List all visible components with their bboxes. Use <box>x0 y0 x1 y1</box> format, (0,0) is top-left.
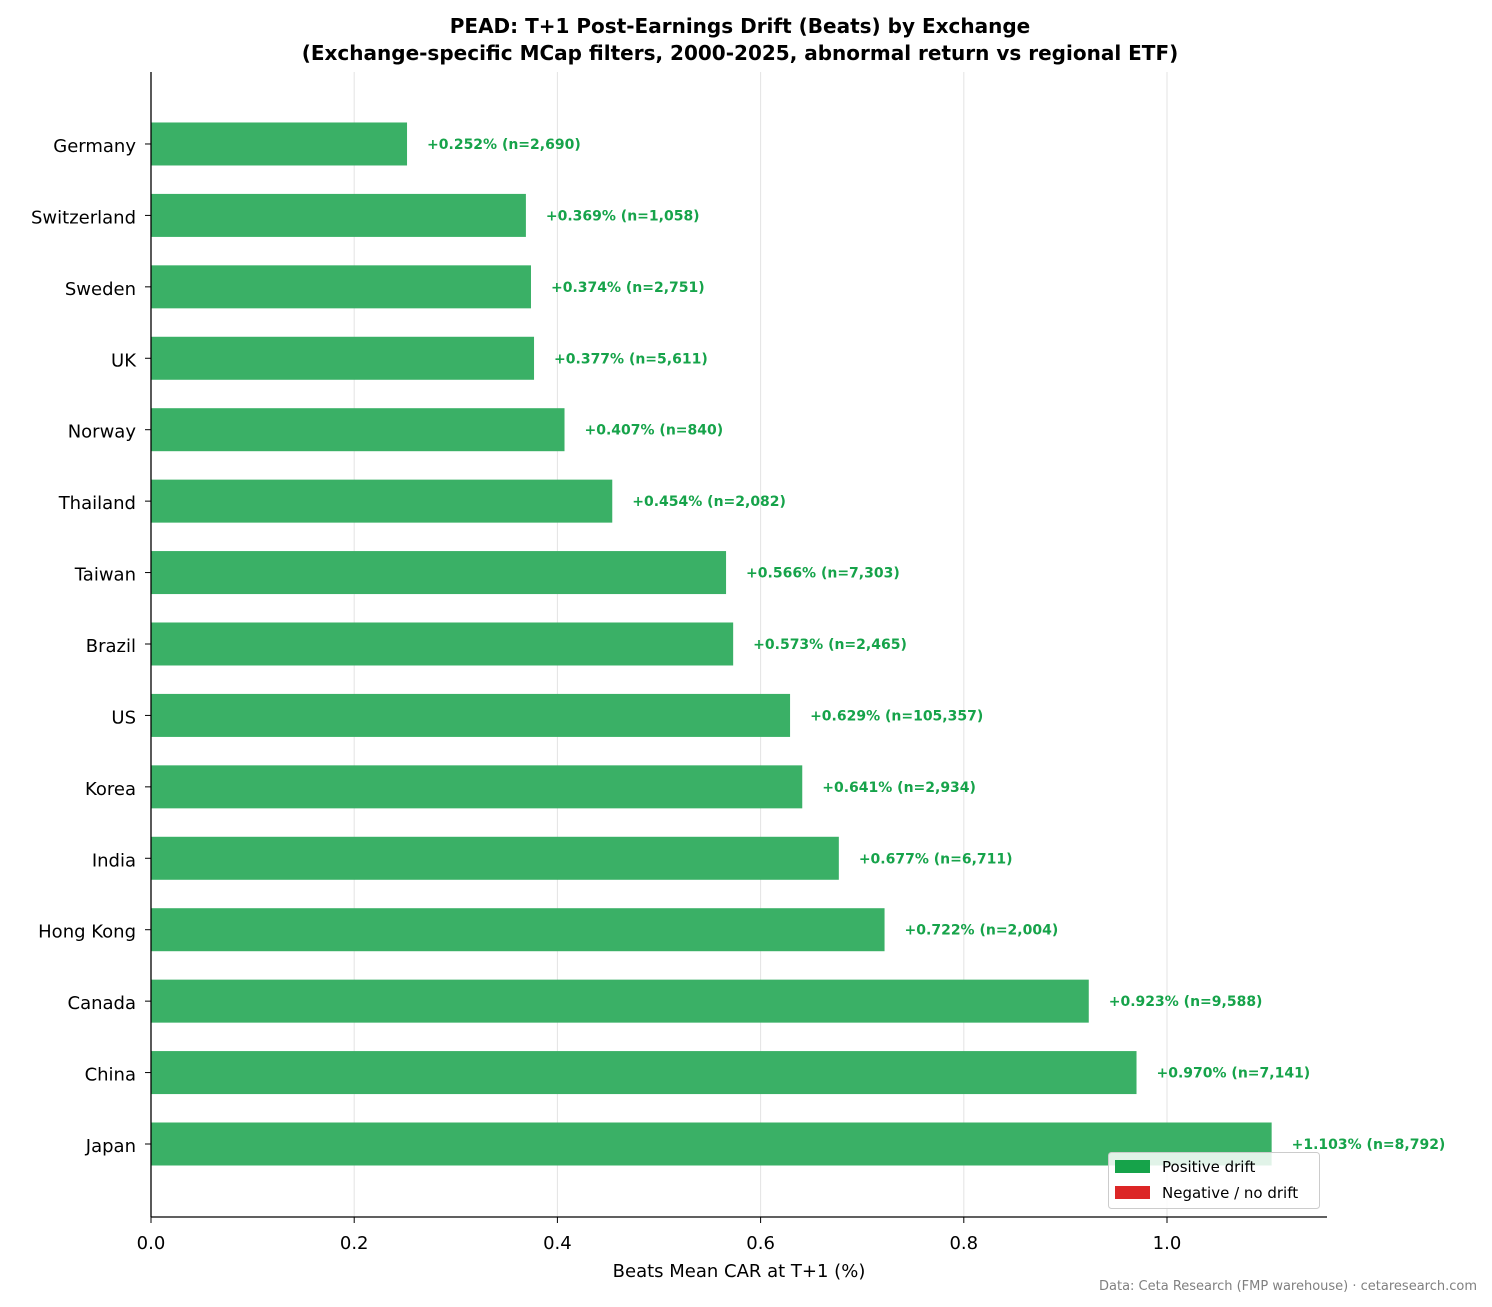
bar-us <box>151 693 791 737</box>
bar-india <box>151 836 839 880</box>
legend-label-negative: Negative / no drift <box>1162 1184 1298 1202</box>
legend-box <box>1108 1152 1320 1209</box>
bar-brazil <box>151 622 734 666</box>
y-tick-label: Sweden <box>65 279 136 300</box>
y-tick-label: Germany <box>53 136 136 157</box>
legend: Positive drift Negative / no drift <box>1108 1152 1320 1209</box>
y-tick-label: Canada <box>68 993 137 1014</box>
y-tick-label: Japan <box>85 1136 136 1157</box>
x-tick-label: 0.6 <box>746 1233 775 1254</box>
x-tick-label: 0.0 <box>137 1233 166 1254</box>
legend-swatch-positive <box>1115 1160 1150 1173</box>
x-tick-label: 0.8 <box>949 1233 978 1254</box>
data-label: +0.252% (n=2,690) <box>427 137 581 153</box>
data-label: +0.454% (n=2,082) <box>632 494 786 510</box>
bar-norway <box>151 408 565 452</box>
chart-title: PEAD: T+1 Post-Earnings Drift (Beats) by… <box>450 14 1031 38</box>
y-tick-label: US <box>111 707 136 728</box>
source-note: Data: Ceta Research (FMP warehouse) · ce… <box>1099 1279 1477 1294</box>
data-label: +0.970% (n=7,141) <box>1157 1066 1311 1082</box>
data-label: +0.677% (n=6,711) <box>859 851 1013 867</box>
data-label: +0.374% (n=2,751) <box>551 280 705 296</box>
y-tick-label: Brazil <box>86 636 136 657</box>
bar-thailand <box>151 479 613 523</box>
data-label: +0.407% (n=840) <box>585 423 724 439</box>
data-label: +1.103% (n=8,792) <box>1292 1137 1446 1153</box>
bar-uk <box>151 336 535 380</box>
data-label: +0.377% (n=5,611) <box>554 351 708 367</box>
bar-sweden <box>151 265 531 309</box>
y-tick-label: Switzerland <box>31 207 136 228</box>
y-tick-label: Norway <box>68 422 137 443</box>
bar-taiwan <box>151 551 727 595</box>
x-axis-label: Beats Mean CAR at T+1 (%) <box>613 1261 866 1282</box>
y-tick-label: India <box>92 850 136 871</box>
bar-china <box>151 1051 1137 1095</box>
data-label: +0.369% (n=1,058) <box>546 208 700 224</box>
y-tick-label: Hong Kong <box>38 922 136 943</box>
y-tick-label: Taiwan <box>74 565 136 586</box>
data-label: +0.641% (n=2,934) <box>822 780 976 796</box>
x-tick-label: 0.2 <box>340 1233 369 1254</box>
y-tick-label: Korea <box>85 779 136 800</box>
x-tick-label: 1.0 <box>1153 1233 1182 1254</box>
data-label: +0.566% (n=7,303) <box>746 566 900 582</box>
bar-switzerland <box>151 193 526 237</box>
y-tick-label: UK <box>111 350 137 371</box>
data-label: +0.923% (n=9,588) <box>1109 994 1263 1010</box>
legend-swatch-negative <box>1115 1186 1150 1199</box>
x-tick-label: 0.4 <box>543 1233 572 1254</box>
bar-japan <box>151 1122 1272 1166</box>
y-tick-label: Thailand <box>58 493 136 514</box>
bar-korea <box>151 765 803 809</box>
data-label: +0.573% (n=2,465) <box>753 637 907 653</box>
legend-label-positive: Positive drift <box>1162 1158 1255 1176</box>
data-label: +0.722% (n=2,004) <box>905 923 1059 939</box>
bar-germany <box>151 122 408 166</box>
data-label: +0.629% (n=105,357) <box>810 708 983 724</box>
y-tick-label: China <box>85 1065 136 1086</box>
bar-hong-kong <box>151 908 885 952</box>
bar-canada <box>151 979 1089 1023</box>
chart-subtitle: (Exchange-specific MCap filters, 2000-20… <box>302 41 1179 65</box>
